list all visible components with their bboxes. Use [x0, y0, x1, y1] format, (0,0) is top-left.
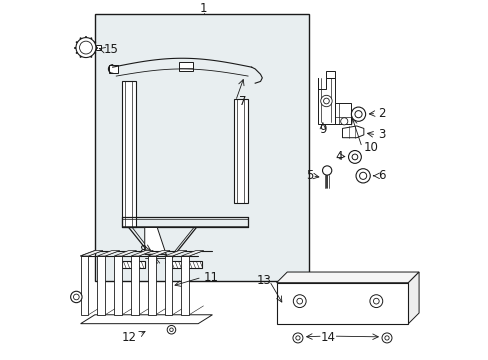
Polygon shape — [233, 99, 247, 203]
Circle shape — [70, 291, 82, 303]
Polygon shape — [114, 251, 136, 256]
Circle shape — [320, 95, 331, 107]
Circle shape — [80, 41, 92, 54]
Polygon shape — [147, 251, 169, 256]
Bar — [95, 14, 308, 281]
Polygon shape — [81, 256, 88, 315]
Text: 14: 14 — [320, 332, 335, 345]
Polygon shape — [122, 261, 144, 269]
Circle shape — [381, 333, 391, 343]
Circle shape — [359, 172, 366, 179]
Polygon shape — [164, 251, 186, 256]
Polygon shape — [178, 62, 192, 71]
Circle shape — [295, 336, 300, 340]
Polygon shape — [81, 315, 212, 324]
Circle shape — [296, 298, 302, 304]
Polygon shape — [317, 78, 335, 124]
Polygon shape — [81, 251, 102, 256]
Circle shape — [348, 150, 361, 163]
Circle shape — [355, 169, 369, 183]
Polygon shape — [181, 256, 189, 315]
Polygon shape — [131, 251, 153, 256]
Circle shape — [384, 336, 388, 340]
Polygon shape — [114, 256, 122, 315]
Text: 1: 1 — [200, 2, 207, 15]
Polygon shape — [166, 261, 202, 269]
Circle shape — [351, 154, 357, 160]
Text: 15: 15 — [103, 43, 119, 56]
Text: 8: 8 — [139, 244, 146, 257]
Circle shape — [323, 98, 328, 104]
Polygon shape — [144, 228, 166, 254]
Text: 7: 7 — [239, 95, 246, 108]
Polygon shape — [326, 71, 335, 78]
Polygon shape — [164, 256, 172, 315]
Text: 2: 2 — [377, 107, 385, 120]
Polygon shape — [147, 256, 155, 315]
Polygon shape — [181, 251, 203, 256]
Polygon shape — [276, 272, 418, 283]
Polygon shape — [122, 81, 136, 228]
Text: 10: 10 — [363, 141, 378, 154]
Polygon shape — [335, 103, 351, 124]
Polygon shape — [131, 256, 139, 315]
Circle shape — [73, 294, 79, 300]
Circle shape — [292, 333, 302, 343]
Text: 4: 4 — [334, 150, 342, 163]
Circle shape — [373, 298, 378, 304]
Circle shape — [169, 328, 173, 332]
Text: 11: 11 — [203, 271, 218, 284]
Polygon shape — [97, 251, 119, 256]
Polygon shape — [97, 256, 105, 315]
Polygon shape — [95, 45, 101, 50]
Circle shape — [293, 295, 305, 307]
Polygon shape — [109, 66, 118, 72]
Circle shape — [369, 295, 382, 307]
Polygon shape — [407, 272, 418, 324]
Circle shape — [322, 166, 331, 175]
Circle shape — [354, 111, 361, 118]
Text: 12: 12 — [121, 332, 136, 345]
Text: 13: 13 — [256, 274, 271, 287]
Text: 6: 6 — [377, 169, 385, 182]
Circle shape — [167, 325, 175, 334]
Circle shape — [76, 37, 96, 58]
Polygon shape — [276, 283, 407, 324]
Circle shape — [351, 107, 365, 121]
Text: 9: 9 — [319, 123, 326, 136]
Text: 5: 5 — [306, 169, 313, 182]
Text: 3: 3 — [377, 129, 385, 141]
Polygon shape — [342, 126, 363, 138]
Circle shape — [340, 118, 347, 125]
